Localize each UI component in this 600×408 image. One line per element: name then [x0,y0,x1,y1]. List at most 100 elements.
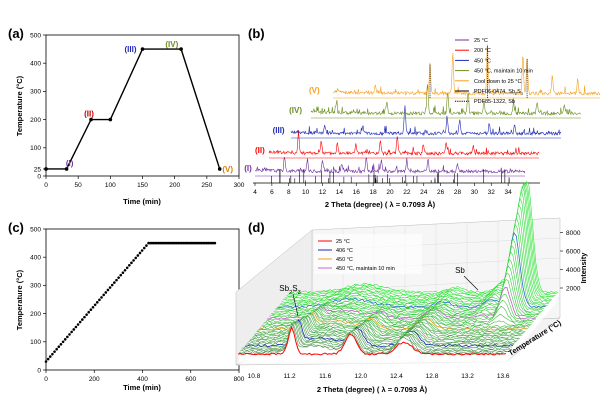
panel-label-c: (c) [8,220,24,235]
x-ticks-a: 0 50 100 150 200 250 300 [44,176,245,189]
y-tick-label-c: 400 [30,255,41,262]
x-tick-label-a: 100 [105,182,116,189]
temperature-point [140,249,144,252]
z-tick-label-d: 4000 [566,267,581,274]
profile-point [108,117,113,122]
x-tick-label-b: 10 [302,189,310,196]
panel-label-d: (d) [248,220,265,235]
x-tick-label-b: 32 [488,189,496,196]
temperature-point [59,342,63,346]
x-tick-label-c: 800 [234,376,245,383]
temperature-point [138,251,142,255]
profile-point [44,167,48,171]
x-tick-label-d: 11.2 [284,373,297,380]
temperature-point [78,320,82,324]
y-tick-label-c: 100 [30,339,41,346]
x-tick-label-a: 150 [137,182,148,189]
panel-b: (b) 4681012141618202224262830323436 (I)(… [244,26,600,209]
legend-label-b: PDF06-0474, Sb2S3 [474,89,523,96]
temperature-point [57,345,61,349]
stage-label-a: (IV) [165,40,178,49]
temperature-point [55,347,58,351]
temperature-point [115,278,118,282]
y-axis-title-c: Temperature (°C) [15,269,24,330]
legend-label-b: Cool down to 25 °C [474,79,521,85]
xrd-pattern [254,157,526,175]
legend-label-b: PDF85-1322, Sb [474,99,515,105]
annotation-leader-sb [463,275,479,291]
plot-frame-a [45,34,240,177]
temperature-point [98,298,101,302]
panel-label-a: (a) [8,26,24,41]
x-ticks-d: 10.8 11.2 11.6 12.0 12.4 12.8 13.2 13.6 [248,373,510,380]
x-axis-title-a: Time (min) [123,197,161,206]
panel-d: (d) 10.8 11.2 11.6 12.0 12.4 12.8 13.2 13.6 200… [235,180,588,394]
y-tick-label-c: 200 [30,311,41,318]
legend-d: 25 °C 406 °C 450 °C 450 °C, maintain 10 min [314,234,422,274]
x-tick-label-d: 13.6 [497,373,510,380]
temperature-point [121,271,125,275]
legend-label-b: 450 °C, maintain 10 min [474,69,533,75]
x-ticks-b: 4681012141618202224262830323436 [253,183,529,196]
temperature-point [61,340,65,344]
x-tick-label-a: 200 [169,182,180,189]
x-tick-label-b: 14 [336,189,344,196]
x-tick-label-a: 250 [201,182,212,189]
temperature-point [53,350,56,353]
annotation-sb2s3: Sb2S3 [279,284,300,296]
series-labels-b: (I) (II) (III) (IV) (V) [244,86,320,173]
temperature-point [145,244,148,247]
temperature-point [93,303,97,307]
reference-bars [271,46,528,183]
xrd-pattern [290,105,562,137]
front-trace-25c [237,325,507,356]
front-trace [237,325,507,356]
temperature-point [74,325,78,329]
x-tick-label-c: 0 [44,376,48,383]
legend-label-b: 200 °C [474,48,491,54]
stage-labels-a: (I) (II) (III) (IV) (V) [66,40,233,174]
x-tick-label-b: 22 [403,189,411,196]
z-tick-label-d: 2000 [566,285,581,292]
y-tick-label-c: 300 [30,283,41,290]
xrd-pattern [332,44,600,96]
series-label-b: (V) [309,86,320,95]
legend-label-b: 25 °C [474,38,488,44]
x-tick-label-a: 0 [44,182,48,189]
annotation-leader-sb2s3 [292,293,299,317]
legend-b: 25 °C 200 °C 450 °C 450 °C, maintain 10 min… [455,38,533,105]
x-tick-label-b: 28 [454,189,462,196]
temperature-point [70,330,73,334]
temperature-point [66,335,69,339]
profile-point [140,47,145,51]
x-tick-label-d: 10.8 [248,373,261,380]
y-tick-label-a: 400 [30,61,41,68]
waterfall-trace [237,323,507,356]
temperature-point [87,310,91,314]
stage-label-a: (III) [125,45,137,54]
x-tick-label-a: 300 [234,182,245,189]
temperature-point [91,305,95,309]
x-tick-label-b: 6 [270,189,274,196]
y-tick-label-a: 200 [30,117,41,124]
series-label-b: (III) [273,126,285,135]
xrd-patterns [254,44,600,177]
x-tick-label-b: 24 [420,189,428,196]
temperature-point [136,254,140,257]
x-tick-label-d: 12.0 [354,373,367,380]
temperature-point [130,261,133,265]
legend-label-d: 450 °C [336,257,353,263]
temperature-point [76,323,80,326]
temperature-point [102,293,105,297]
x-tick-label-d: 12.8 [426,373,439,380]
temperature-point [72,328,76,331]
stage-label-a: (I) [66,159,74,168]
stage-label-a: (II) [84,110,94,119]
annotations-d: Sb2S3 Sb [279,266,479,317]
temperature-point [85,313,88,316]
temperature-point [108,286,112,289]
z-ticks-d: 2000 4000 6000 8000 [560,230,581,292]
temperature-point [48,355,52,358]
x-tick-label-b: 26 [437,189,445,196]
